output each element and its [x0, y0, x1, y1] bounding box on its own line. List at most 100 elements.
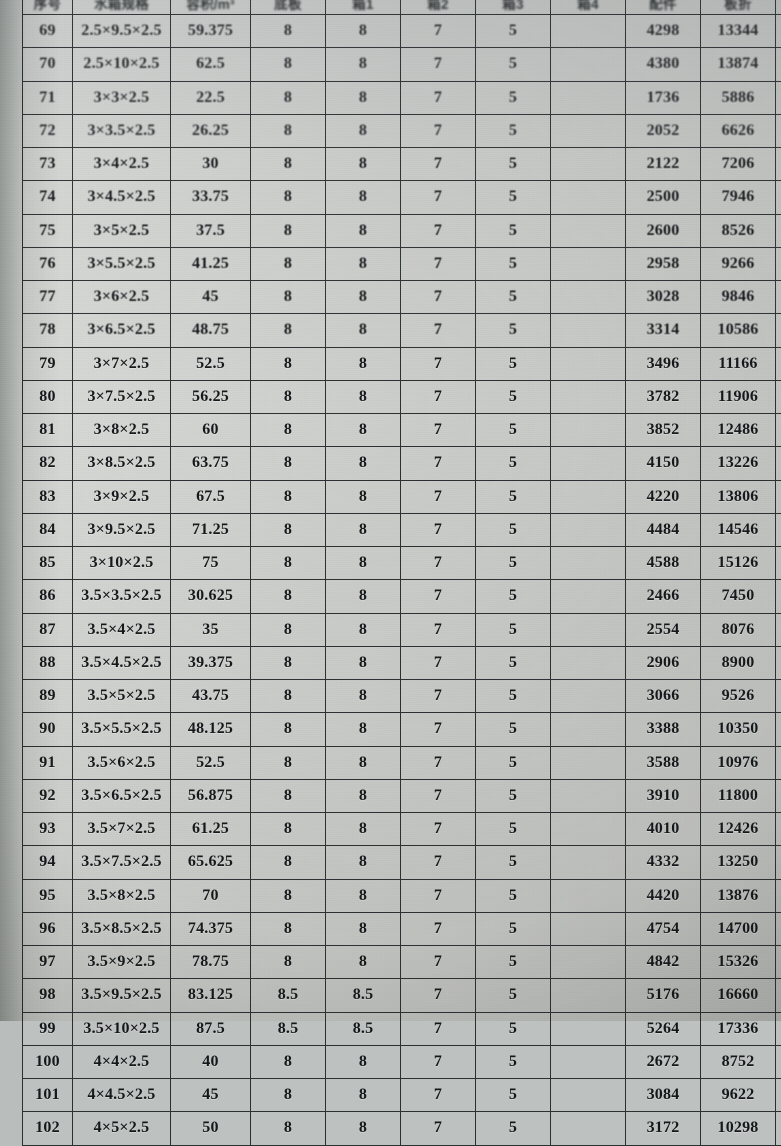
cell-box4 [551, 247, 626, 280]
cell-box2: 7 [401, 148, 476, 181]
cell-box4 [551, 15, 626, 48]
cell-box2: 7 [401, 114, 476, 147]
cell-box1: 8.5 [326, 1012, 401, 1045]
cell-index: 99 [23, 1012, 73, 1045]
cell-box2: 7 [401, 15, 476, 48]
cell-base: 8 [251, 513, 326, 546]
cell-total: 15710 [776, 779, 781, 812]
cell-index: 76 [23, 247, 73, 280]
column-header-box4: 箱4 [551, 0, 626, 15]
cell-base: 8.5 [251, 979, 326, 1012]
cell-box4 [551, 148, 626, 181]
cell-plate: 7206 [701, 148, 776, 181]
table-row: 933.5×7×2.561.25887540101242616436 [23, 813, 781, 846]
cell-volume: 26.25 [171, 114, 251, 147]
cell-box4 [551, 813, 626, 846]
cell-plate: 16660 [701, 979, 776, 1012]
column-header-box2: 箱2 [401, 0, 476, 15]
cell-box3: 5 [476, 347, 551, 380]
cell-total: 10630 [776, 613, 781, 646]
cell-spec: 3.5×7.5×2.5 [73, 846, 171, 879]
cell-box3: 5 [476, 380, 551, 413]
cell-accessory: 4298 [626, 15, 701, 48]
table-row: 973.5×9×2.578.75887548421532620168 [23, 946, 781, 979]
cell-box2: 7 [401, 680, 476, 713]
cell-accessory: 3388 [626, 713, 701, 746]
cell-base: 8 [251, 1112, 326, 1145]
cell-base: 8 [251, 547, 326, 580]
cell-index: 94 [23, 846, 73, 879]
column-header-base: 底板 [251, 0, 326, 15]
cell-box3: 5 [476, 48, 551, 81]
cell-box2: 7 [401, 946, 476, 979]
cell-box1: 8 [326, 879, 401, 912]
cell-box4 [551, 580, 626, 613]
cell-spec: 3.5×4.5×2.5 [73, 646, 171, 679]
cell-plate: 9622 [701, 1079, 776, 1112]
cell-accessory: 3028 [626, 281, 701, 314]
cell-box3: 5 [476, 813, 551, 846]
cell-box1: 8 [326, 148, 401, 181]
cell-box3: 5 [476, 15, 551, 48]
cell-plate: 7450 [701, 580, 776, 613]
cell-box2: 7 [401, 1079, 476, 1112]
table-row: 823×8.5×2.563.75887541501322617376 [23, 447, 781, 480]
cell-volume: 71.25 [171, 513, 251, 546]
cell-spec: 4×5×2.5 [73, 1112, 171, 1145]
cell-base: 8 [251, 380, 326, 413]
cell-total: 17376 [776, 447, 781, 480]
cell-index: 84 [23, 513, 73, 546]
table-row: 813×8×2.560887538521248616338 [23, 414, 781, 447]
cell-accessory: 4380 [626, 48, 701, 81]
cell-accessory: 4420 [626, 879, 701, 912]
cell-spec: 4×4.5×2.5 [73, 1079, 171, 1112]
cell-volume: 22.5 [171, 81, 251, 114]
table-row: 843×9.5×2.571.25887544841454619030 [23, 513, 781, 546]
table-row: 692.5×9.5×2.559.375887542981334417642 [23, 15, 781, 48]
cell-plate: 9266 [701, 247, 776, 280]
cell-box3: 5 [476, 1112, 551, 1145]
cell-box1: 8 [326, 813, 401, 846]
cell-box2: 7 [401, 181, 476, 214]
cell-total: 19454 [776, 912, 781, 945]
cell-total: 18026 [776, 480, 781, 513]
cell-base: 8 [251, 181, 326, 214]
cell-total: 8678 [776, 114, 781, 147]
table-row: 993.5×10×2.587.58.58.57552641733622600 [23, 1012, 781, 1045]
cell-base: 8 [251, 347, 326, 380]
cell-plate: 12426 [701, 813, 776, 846]
cell-box1: 8 [326, 779, 401, 812]
header-row: 序号 水箱规格 容积/m³ 底板 箱1 箱2 箱3 箱4 配件 板折 合计/元 [23, 0, 781, 15]
cell-box3: 5 [476, 946, 551, 979]
cell-volume: 35 [171, 613, 251, 646]
cell-box4 [551, 912, 626, 945]
cell-box4 [551, 1012, 626, 1045]
cell-accessory: 2554 [626, 613, 701, 646]
cell-box3: 5 [476, 746, 551, 779]
cell-base: 8 [251, 414, 326, 447]
cell-index: 82 [23, 447, 73, 480]
cell-total: 21836 [776, 979, 781, 1012]
table-row: 753×5×2.537.588752600852611126 [23, 214, 781, 247]
cell-base: 8 [251, 879, 326, 912]
cell-volume: 52.5 [171, 746, 251, 779]
cell-index: 85 [23, 547, 73, 580]
cell-volume: 45 [171, 281, 251, 314]
cell-box4 [551, 1112, 626, 1145]
cell-spec: 3×5.5×2.5 [73, 247, 171, 280]
cell-box3: 5 [476, 314, 551, 347]
cell-total: 14662 [776, 347, 781, 380]
cell-total: 12874 [776, 281, 781, 314]
cell-box1: 8 [326, 214, 401, 247]
cell-spec: 3.5×5×2.5 [73, 680, 171, 713]
cell-box2: 7 [401, 447, 476, 480]
cell-accessory: 5176 [626, 979, 701, 1012]
cell-box3: 5 [476, 580, 551, 613]
cell-box1: 8 [326, 946, 401, 979]
cell-total: 19714 [776, 547, 781, 580]
cell-index: 95 [23, 879, 73, 912]
cell-box4 [551, 1045, 626, 1078]
cell-total: 11806 [776, 646, 781, 679]
